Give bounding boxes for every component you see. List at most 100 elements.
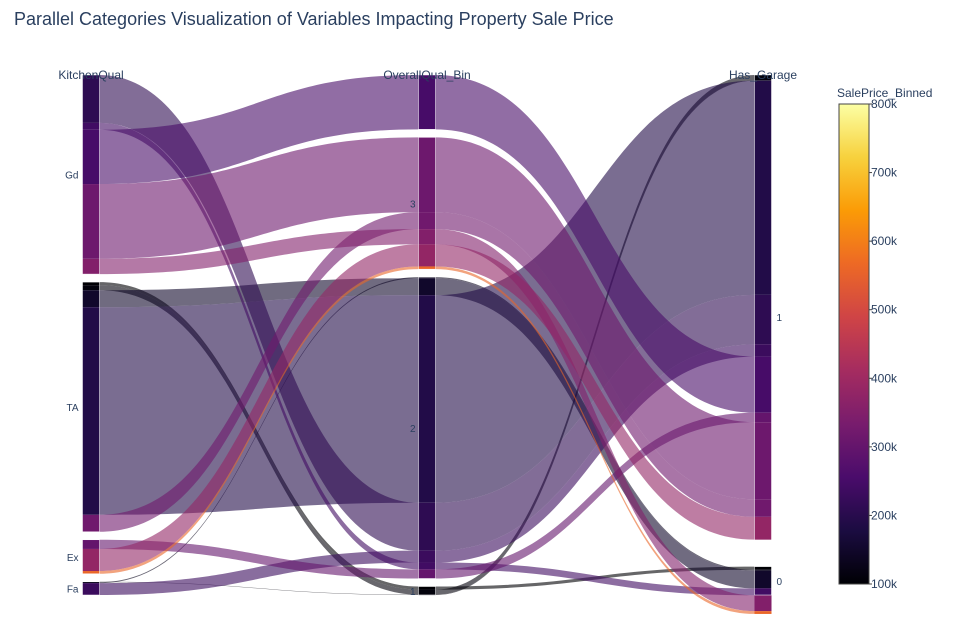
colorbar-tick-label-7: 100k [871,577,898,591]
dimension-label-2: Has_Garage [729,68,797,82]
category-segment-3 [82,285,100,291]
category-segment-18 [82,75,100,123]
category-block-1-3[interactable] [418,586,436,596]
category-segment-41 [754,595,772,612]
category-segment-38 [754,499,772,517]
category-segment-37 [418,212,436,230]
ribbon-9-0 [99,75,419,185]
category-block-1-1[interactable] [418,137,436,270]
category-segment-27 [82,129,100,185]
category-segment-35 [754,422,772,500]
category-block-0-0[interactable] [82,74,100,275]
category-label-2-1: 0 [777,577,783,588]
category-block-1-0[interactable] [418,74,436,130]
colorbar-tick-label-5: 300k [871,440,898,454]
category-label-0-3: Fa [67,584,79,595]
category-segment-17 [754,80,772,295]
category-segment-2 [754,566,772,570]
ribbon-12-0 [99,212,419,532]
colorbar: SalePrice_Binned 800k 700k 600k 500k 400k 300… [837,86,932,591]
category-segment-4 [418,589,436,595]
ribbon-15-1 [435,266,755,614]
category-segment-8 [754,80,772,81]
colorbar-tick-label-4: 400k [871,371,898,385]
ribbon-7-1 [435,344,755,563]
category-segment-22 [418,550,436,563]
category-segment-20 [754,294,772,345]
category-segment-31 [418,569,436,579]
colorbar-tick-label-2: 600k [871,234,898,248]
category-segment-40 [418,229,436,245]
category-segment-43 [418,244,436,267]
category-segment-46 [418,266,436,270]
category-segment-5 [754,75,772,81]
category-block-0-2[interactable] [82,539,100,575]
category-segment-23 [754,344,772,357]
category-segment-30 [82,539,100,549]
category-segment-47 [754,611,772,614]
ribbon-9-1 [435,75,755,413]
category-block-1-2[interactable] [418,276,436,579]
category-segment-33 [82,184,100,259]
ribbon-13-0 [99,229,419,275]
ribbon-8-1 [435,562,755,596]
ribbon-10-1 [435,412,755,579]
chart-title: Parallel Categories Visualization of Var… [14,9,614,29]
category-segment-15 [82,307,100,515]
category-segment-36 [82,514,100,532]
category-segment-19 [418,502,436,551]
category-block-2-1[interactable] [754,566,772,596]
category-label-0-2: Ex [67,553,79,564]
category-segment-45 [82,571,100,574]
ribbon-layer [99,75,755,614]
ribbon-8-0 [99,122,419,570]
ribbon-13-1 [435,229,755,612]
category-segment-42 [82,548,100,572]
category-segment-11 [754,569,772,571]
category-label-2-0: 1 [777,313,783,324]
category-segment-1 [418,586,436,590]
ribbon-11-1 [435,137,755,500]
category-segment-12 [82,290,100,308]
ribbon-12-1 [435,212,755,517]
category-segment-10 [418,277,436,279]
category-label-0-1: TA [66,403,78,414]
category-label-0-0: Gd [65,171,78,182]
dimension-label-0: KitchenQual [58,68,123,82]
category-segment-39 [82,258,100,275]
category-label-1-2: 2 [410,424,416,435]
category-segment-25 [418,562,436,570]
category-block-2-0[interactable] [754,74,772,559]
dimension-label-1: OverallQual_Bin [383,68,470,82]
category-label-1-3: 1 [410,587,416,598]
category-segment-28 [418,75,436,130]
category-segment-0 [82,282,100,286]
ribbon-2-0 [99,581,419,595]
category-segment-6 [82,581,100,583]
category-block-layer [82,74,772,614]
category-segment-13 [418,278,436,296]
category-segment-24 [82,122,100,130]
category-block-0-3[interactable] [82,581,100,596]
category-segment-16 [418,295,436,503]
category-segment-32 [754,412,772,423]
colorbar-gradient [838,103,870,585]
category-segment-34 [418,137,436,213]
colorbar-ticks: 800k 700k 600k 500k 400k 300k 200k 100k [869,97,898,591]
ribbon-7-0 [99,550,419,595]
ribbon-11-0 [99,137,419,259]
colorbar-tick-label-1: 700k [871,166,898,180]
category-segment-9 [82,582,100,584]
ribbon-15-0 [99,266,419,574]
colorbar-tick-label-3: 500k [871,303,898,317]
category-segment-44 [754,516,772,540]
colorbar-tick-label-6: 200k [871,508,898,522]
colorbar-title: SalePrice_Binned [837,86,932,100]
category-block-0-1[interactable] [82,281,100,533]
ribbon-6-0 [99,75,419,551]
axis-label-layer: KitchenQual Gd TA Ex Fa OverallQual_Bin 3 2 1 Has… [58,68,797,598]
ribbon-10-0 [99,539,419,579]
ribbon-14-1 [435,244,755,540]
category-label-1-1: 3 [410,199,416,210]
